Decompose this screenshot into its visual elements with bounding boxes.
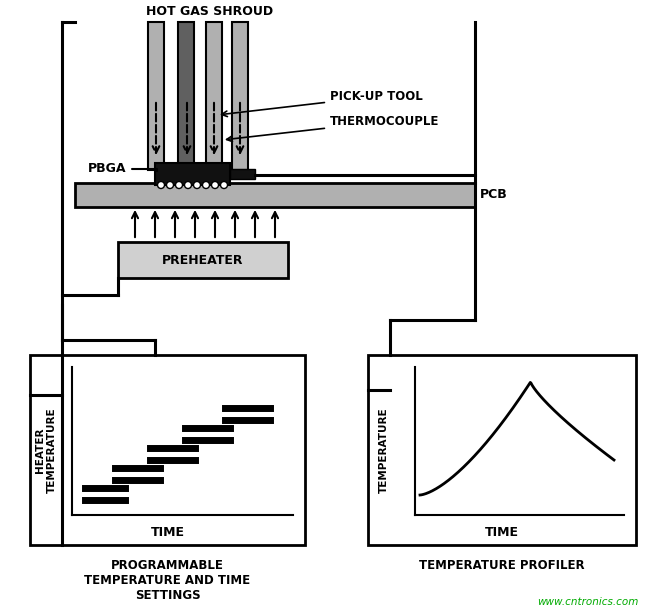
- Circle shape: [166, 182, 174, 188]
- Text: PBGA: PBGA: [88, 162, 157, 175]
- Text: TEMPERATURE: TEMPERATURE: [379, 407, 389, 493]
- Text: TIME: TIME: [150, 527, 185, 540]
- Text: HOT GAS SHROUD: HOT GAS SHROUD: [146, 5, 274, 18]
- Text: PICK-UP TOOL: PICK-UP TOOL: [221, 90, 423, 116]
- Circle shape: [203, 182, 209, 188]
- Bar: [178, 22, 194, 170]
- Text: PCB: PCB: [480, 188, 508, 201]
- Bar: [368, 355, 636, 545]
- Text: HEATER
TEMPERATURE: HEATER TEMPERATURE: [35, 407, 57, 493]
- Circle shape: [158, 182, 164, 188]
- Bar: [206, 22, 222, 170]
- Bar: [118, 242, 288, 278]
- Text: TEMPERATURE PROFILER: TEMPERATURE PROFILER: [419, 559, 585, 572]
- Text: www.cntronics.com: www.cntronics.com: [537, 597, 638, 607]
- Bar: [230, 169, 255, 179]
- Bar: [232, 22, 248, 170]
- Circle shape: [221, 182, 227, 188]
- Bar: [148, 22, 164, 170]
- Bar: [155, 163, 230, 185]
- Circle shape: [211, 182, 219, 188]
- Bar: [30, 355, 305, 545]
- Bar: [75, 183, 475, 207]
- Text: THERMOCOUPLE: THERMOCOUPLE: [227, 115, 440, 142]
- Circle shape: [193, 182, 201, 188]
- Circle shape: [176, 182, 183, 188]
- Text: PREHEATER: PREHEATER: [162, 254, 244, 267]
- Circle shape: [185, 182, 191, 188]
- Text: PROGRAMMABLE
TEMPERATURE AND TIME
SETTINGS: PROGRAMMABLE TEMPERATURE AND TIME SETTIN…: [85, 559, 250, 602]
- Text: TIME: TIME: [485, 527, 519, 540]
